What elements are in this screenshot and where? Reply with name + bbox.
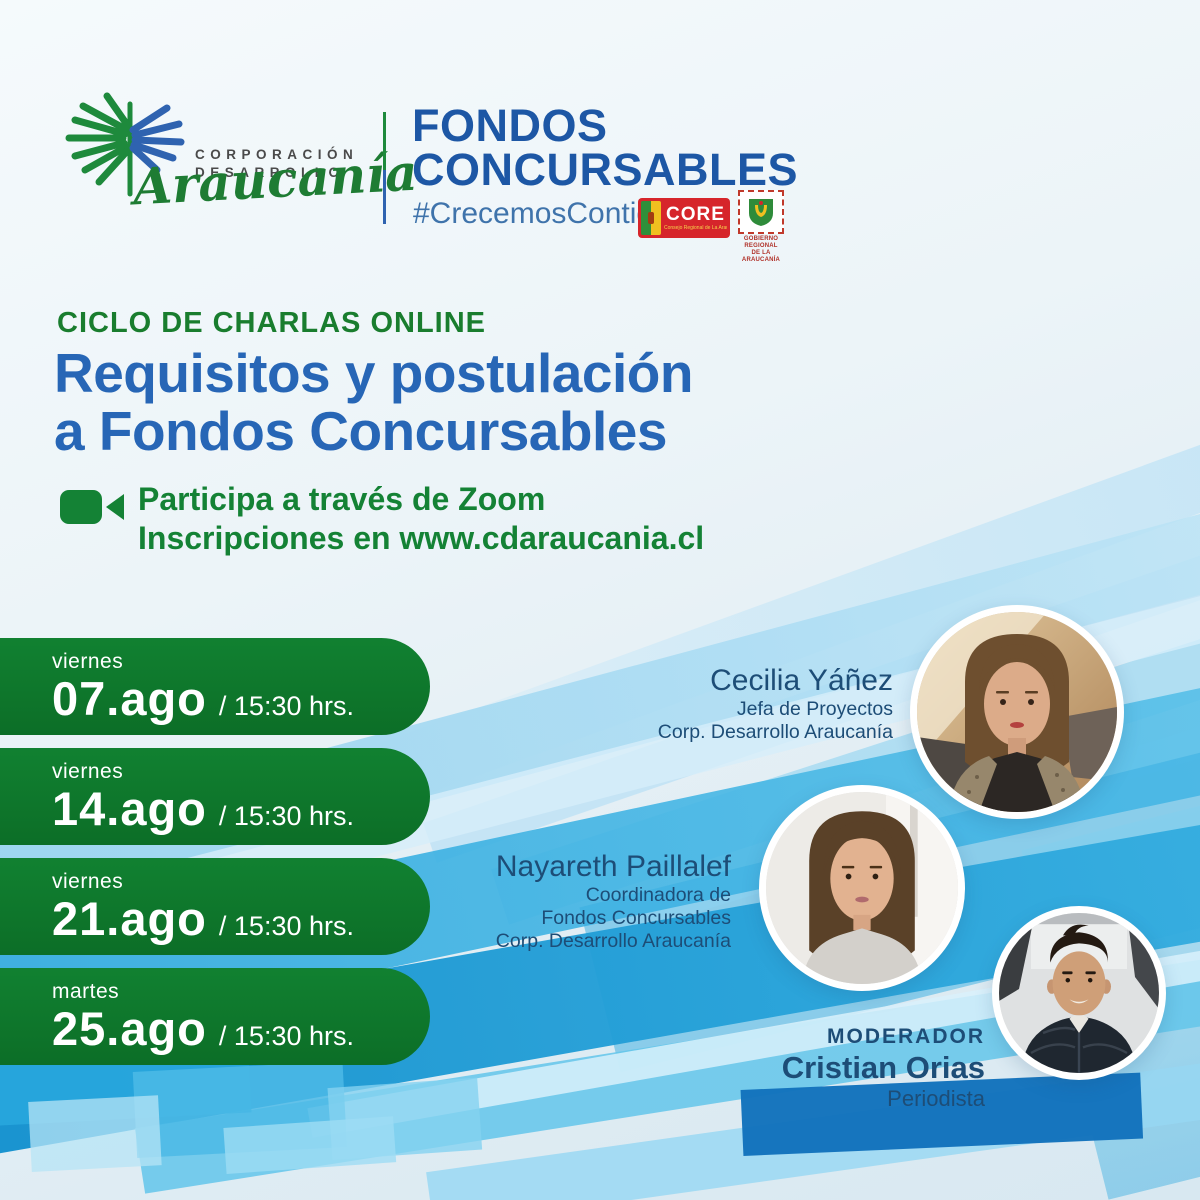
background-streak [28,1095,162,1172]
zoom-info: Participa a través de Zoom Inscripciones… [60,480,704,558]
cristian-portrait [999,913,1159,1073]
background-streak [223,1116,397,1174]
time-label: / 15:30 hrs. [218,911,354,941]
speaker-block-cecilia: Cecilia Yáñez Jefa de Proyectos Corp. De… [658,663,893,744]
cristian-photo [992,906,1166,1080]
core-subtitle: Consejo Regional de La Araucanía [664,224,727,231]
speaker-block-nayareth: Nayareth Paillalef Coordinadora de Fondo… [496,849,731,953]
logo-caption-line1: CORPORACIÓN [195,147,359,162]
nayareth-photo [759,785,965,991]
program-title: FONDOS CONCURSABLES [412,100,799,195]
main-title-line1: Requisitos y postulación [54,342,693,404]
time-label: / 15:30 hrs. [218,691,354,721]
session-banner-2: viernes 14.ago / 15:30 hrs. [0,748,430,845]
time-label: / 15:30 hrs. [218,801,354,831]
cecilia-portrait [917,612,1117,812]
zoom-line-1: Participa a través de Zoom [138,481,546,517]
session-banner-1: viernes 07.ago / 15:30 hrs. [0,638,430,735]
speaker-role: Jefa de Proyectos [736,698,893,720]
core-wordmark: CORE [666,203,725,225]
cecilia-photo [910,605,1124,819]
day-label: viernes [52,870,124,893]
gobierno-logo: GOBIERNO REGIONAL DE LA ARAUCANÍA [735,190,787,264]
speaker-name: Cecilia Yáñez [710,664,893,697]
video-camera-icon [60,490,124,524]
core-emblem [641,201,661,235]
main-title-line2: a Fondos Concursables [54,400,667,462]
day-label: viernes [52,650,124,673]
session-banner-4: martes 25.ago / 15:30 hrs. [0,968,430,1065]
background-streak [132,1061,347,1158]
date-label: 14.ago [52,782,207,835]
nayareth-portrait [766,792,958,984]
corporacion-logo: CORPORACIÓN DESARROLLO Araucanía [55,88,419,238]
day-label: viernes [52,760,124,783]
gobierno-shield-icon [738,190,784,234]
speaker-role: Periodista [887,1086,985,1111]
zoom-line-2: Inscripciones en www.cdaraucania.cl [138,520,705,556]
session-banner-3: viernes 21.ago / 15:30 hrs. [0,858,430,955]
speaker-name: Nayareth Paillalef [495,850,731,883]
speaker-label: MODERADOR [827,1025,985,1048]
speaker-role: Corp. Desarrollo Araucanía [495,930,731,952]
araucaria-tree-icon [65,92,185,197]
day-label: martes [52,980,120,1003]
speaker-role: Corp. Desarrollo Araucanía [657,721,893,743]
speaker-role: Fondos Concursables [541,907,731,929]
background-streak [327,1077,483,1160]
speaker-role: Coordinadora de [585,884,731,906]
logo-caption-line2: DESARROLLO [195,165,345,180]
divider-green-segment [383,112,386,170]
divider-blue-segment [383,170,386,224]
program-title-line1: FONDOS [412,100,608,151]
date-label: 21.ago [52,892,207,945]
date-label: 25.ago [52,1002,207,1055]
main-title: Requisitos y postulación a Fondos Concur… [54,344,693,460]
program-title-line2: CONCURSABLES [412,144,799,195]
hashtag: #CrecemosContigo [413,197,670,230]
speaker-block-cristian: MODERADOR Cristian Orias Periodista [782,1024,985,1112]
gobierno-caption: GOBIERNO REGIONAL DE LA ARAUCANÍA [741,236,781,263]
speaker-name: Cristian Orias [781,1050,985,1085]
time-label: / 15:30 hrs. [218,1021,354,1051]
date-label: 07.ago [52,672,207,725]
core-logo: CORE Consejo Regional de La Araucanía [638,198,730,238]
brand-divider [383,112,386,224]
kicker: CICLO DE CHARLAS ONLINE [57,307,486,339]
logo-caption: CORPORACIÓN DESARROLLO [195,146,358,182]
